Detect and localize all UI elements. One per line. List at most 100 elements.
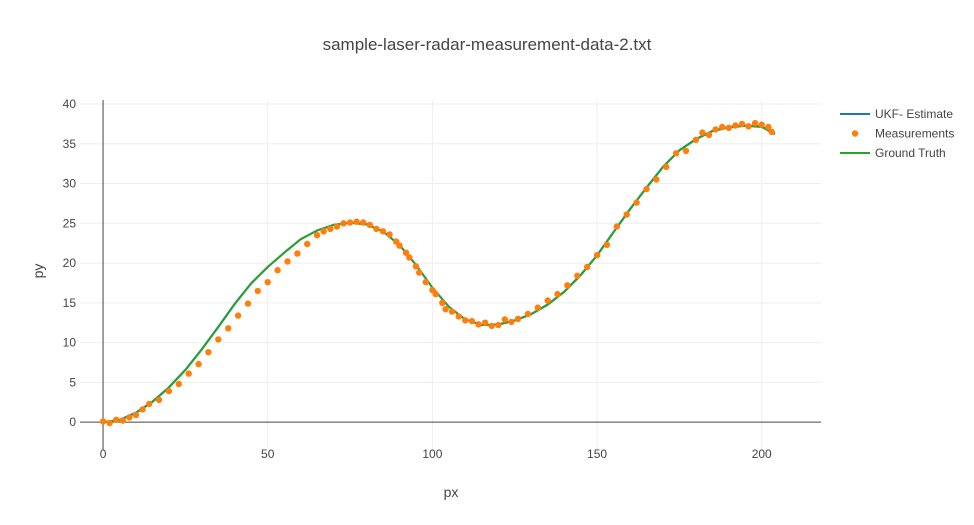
- measurement-point: [132, 411, 140, 419]
- measurement-point: [99, 418, 107, 425]
- grid: [80, 100, 821, 450]
- y-tick-label: 20: [63, 256, 77, 270]
- measurement-point: [613, 223, 620, 230]
- measurement-point: [682, 147, 690, 155]
- x-tick-label: 200: [752, 447, 772, 461]
- chart-title: sample-laser-radar-measurement-data-2.tx…: [323, 35, 652, 54]
- measurement-point: [462, 317, 469, 324]
- measurement-point: [663, 163, 670, 170]
- measurement-point: [725, 124, 732, 131]
- measurement-point: [475, 321, 482, 328]
- measurement-point: [126, 414, 133, 421]
- measurement-point: [225, 325, 232, 332]
- measurement-point: [623, 211, 630, 218]
- measurement-point: [304, 240, 311, 248]
- measurement-point: [501, 316, 508, 323]
- y-tick-label: 30: [63, 177, 77, 191]
- legend-item-label[interactable]: Ground Truth: [875, 146, 946, 160]
- measurement-point: [468, 317, 476, 325]
- measurement-point: [705, 131, 713, 139]
- measurement-point: [205, 349, 212, 356]
- ukf-estimate-line: [102, 124, 776, 424]
- y-axis-title: py: [30, 264, 46, 279]
- measurement-point: [327, 225, 334, 233]
- measurement-point: [422, 279, 429, 286]
- legend[interactable]: UKF- Estimate Measurements Ground Truth: [840, 107, 954, 160]
- measurement-point: [195, 360, 202, 368]
- measurement-point: [139, 406, 146, 413]
- plot-area: [99, 119, 776, 427]
- measurement-point: [564, 282, 571, 289]
- legend-item-label[interactable]: UKF- Estimate: [875, 107, 953, 121]
- measurement-point: [603, 241, 611, 248]
- measurement-point: [402, 249, 410, 256]
- measurement-point: [455, 313, 462, 320]
- measurement-point: [439, 299, 446, 306]
- measurement-point: [215, 336, 222, 343]
- measurement-point: [653, 176, 660, 183]
- measurement-point: [508, 318, 515, 326]
- measurement-point: [244, 300, 252, 307]
- axes: [80, 100, 821, 450]
- measurement-point: [745, 123, 752, 130]
- x-tick-label: 0: [100, 447, 107, 461]
- measurement-point: [185, 370, 192, 377]
- measurement-point: [284, 258, 291, 265]
- measurement-point: [432, 290, 439, 298]
- measurement-point: [534, 304, 541, 311]
- measurement-point: [758, 121, 765, 128]
- x-tick-label: 100: [422, 447, 442, 461]
- measurement-point: [544, 297, 551, 304]
- measurement-point: [412, 263, 420, 270]
- measurement-point: [106, 419, 113, 427]
- measurement-point: [165, 387, 173, 395]
- x-tick-label: 50: [261, 447, 275, 461]
- measurement-point: [254, 287, 261, 295]
- measurement-point: [738, 120, 746, 128]
- y-tick-label: 10: [63, 336, 77, 350]
- measurement-point: [448, 308, 456, 315]
- measurement-point: [360, 219, 367, 226]
- measurement-point: [234, 312, 242, 319]
- measurement-point: [481, 319, 489, 326]
- measurement-point: [643, 185, 650, 193]
- measurement-point: [346, 219, 354, 226]
- y-tick-label: 25: [63, 216, 77, 230]
- measurement-point: [366, 221, 373, 229]
- measurement-point: [672, 150, 680, 157]
- measurement-point: [751, 119, 759, 127]
- y-tick-label: 35: [63, 137, 77, 151]
- y-tick-label: 15: [63, 296, 77, 310]
- y-axis-ticks: 0 5 10 15 20 25 30 35 40: [63, 97, 77, 429]
- measurement-point: [373, 225, 380, 233]
- measurement-point: [768, 128, 775, 135]
- measurement-point: [488, 322, 495, 330]
- x-tick-label: 150: [587, 447, 607, 461]
- measurement-point: [692, 136, 700, 143]
- legend-item-label[interactable]: Measurements: [875, 127, 954, 141]
- legend-swatch-marker: [851, 130, 859, 137]
- measurement-point: [554, 290, 561, 298]
- measurement-point: [765, 123, 772, 131]
- measurement-point: [633, 199, 640, 206]
- measurement-point: [353, 218, 360, 225]
- measurement-point: [340, 220, 347, 227]
- measurement-point: [313, 232, 321, 239]
- x-axis-title: px: [444, 484, 459, 500]
- measurement-point: [719, 123, 726, 131]
- y-tick-label: 5: [69, 375, 76, 389]
- measurement-point: [442, 306, 449, 313]
- y-tick-label: 0: [69, 415, 76, 429]
- measurement-point: [524, 310, 532, 318]
- measurement-point: [396, 242, 403, 249]
- measurement-point: [699, 129, 706, 136]
- measurement-point: [416, 269, 423, 276]
- measurement-point: [264, 279, 271, 286]
- y-tick-label: 40: [63, 97, 77, 111]
- ground-truth-line: [102, 124, 776, 424]
- measurement-point: [379, 228, 387, 235]
- measurement-point: [294, 250, 301, 257]
- measurement-point: [584, 263, 591, 271]
- measurement-point: [155, 396, 163, 404]
